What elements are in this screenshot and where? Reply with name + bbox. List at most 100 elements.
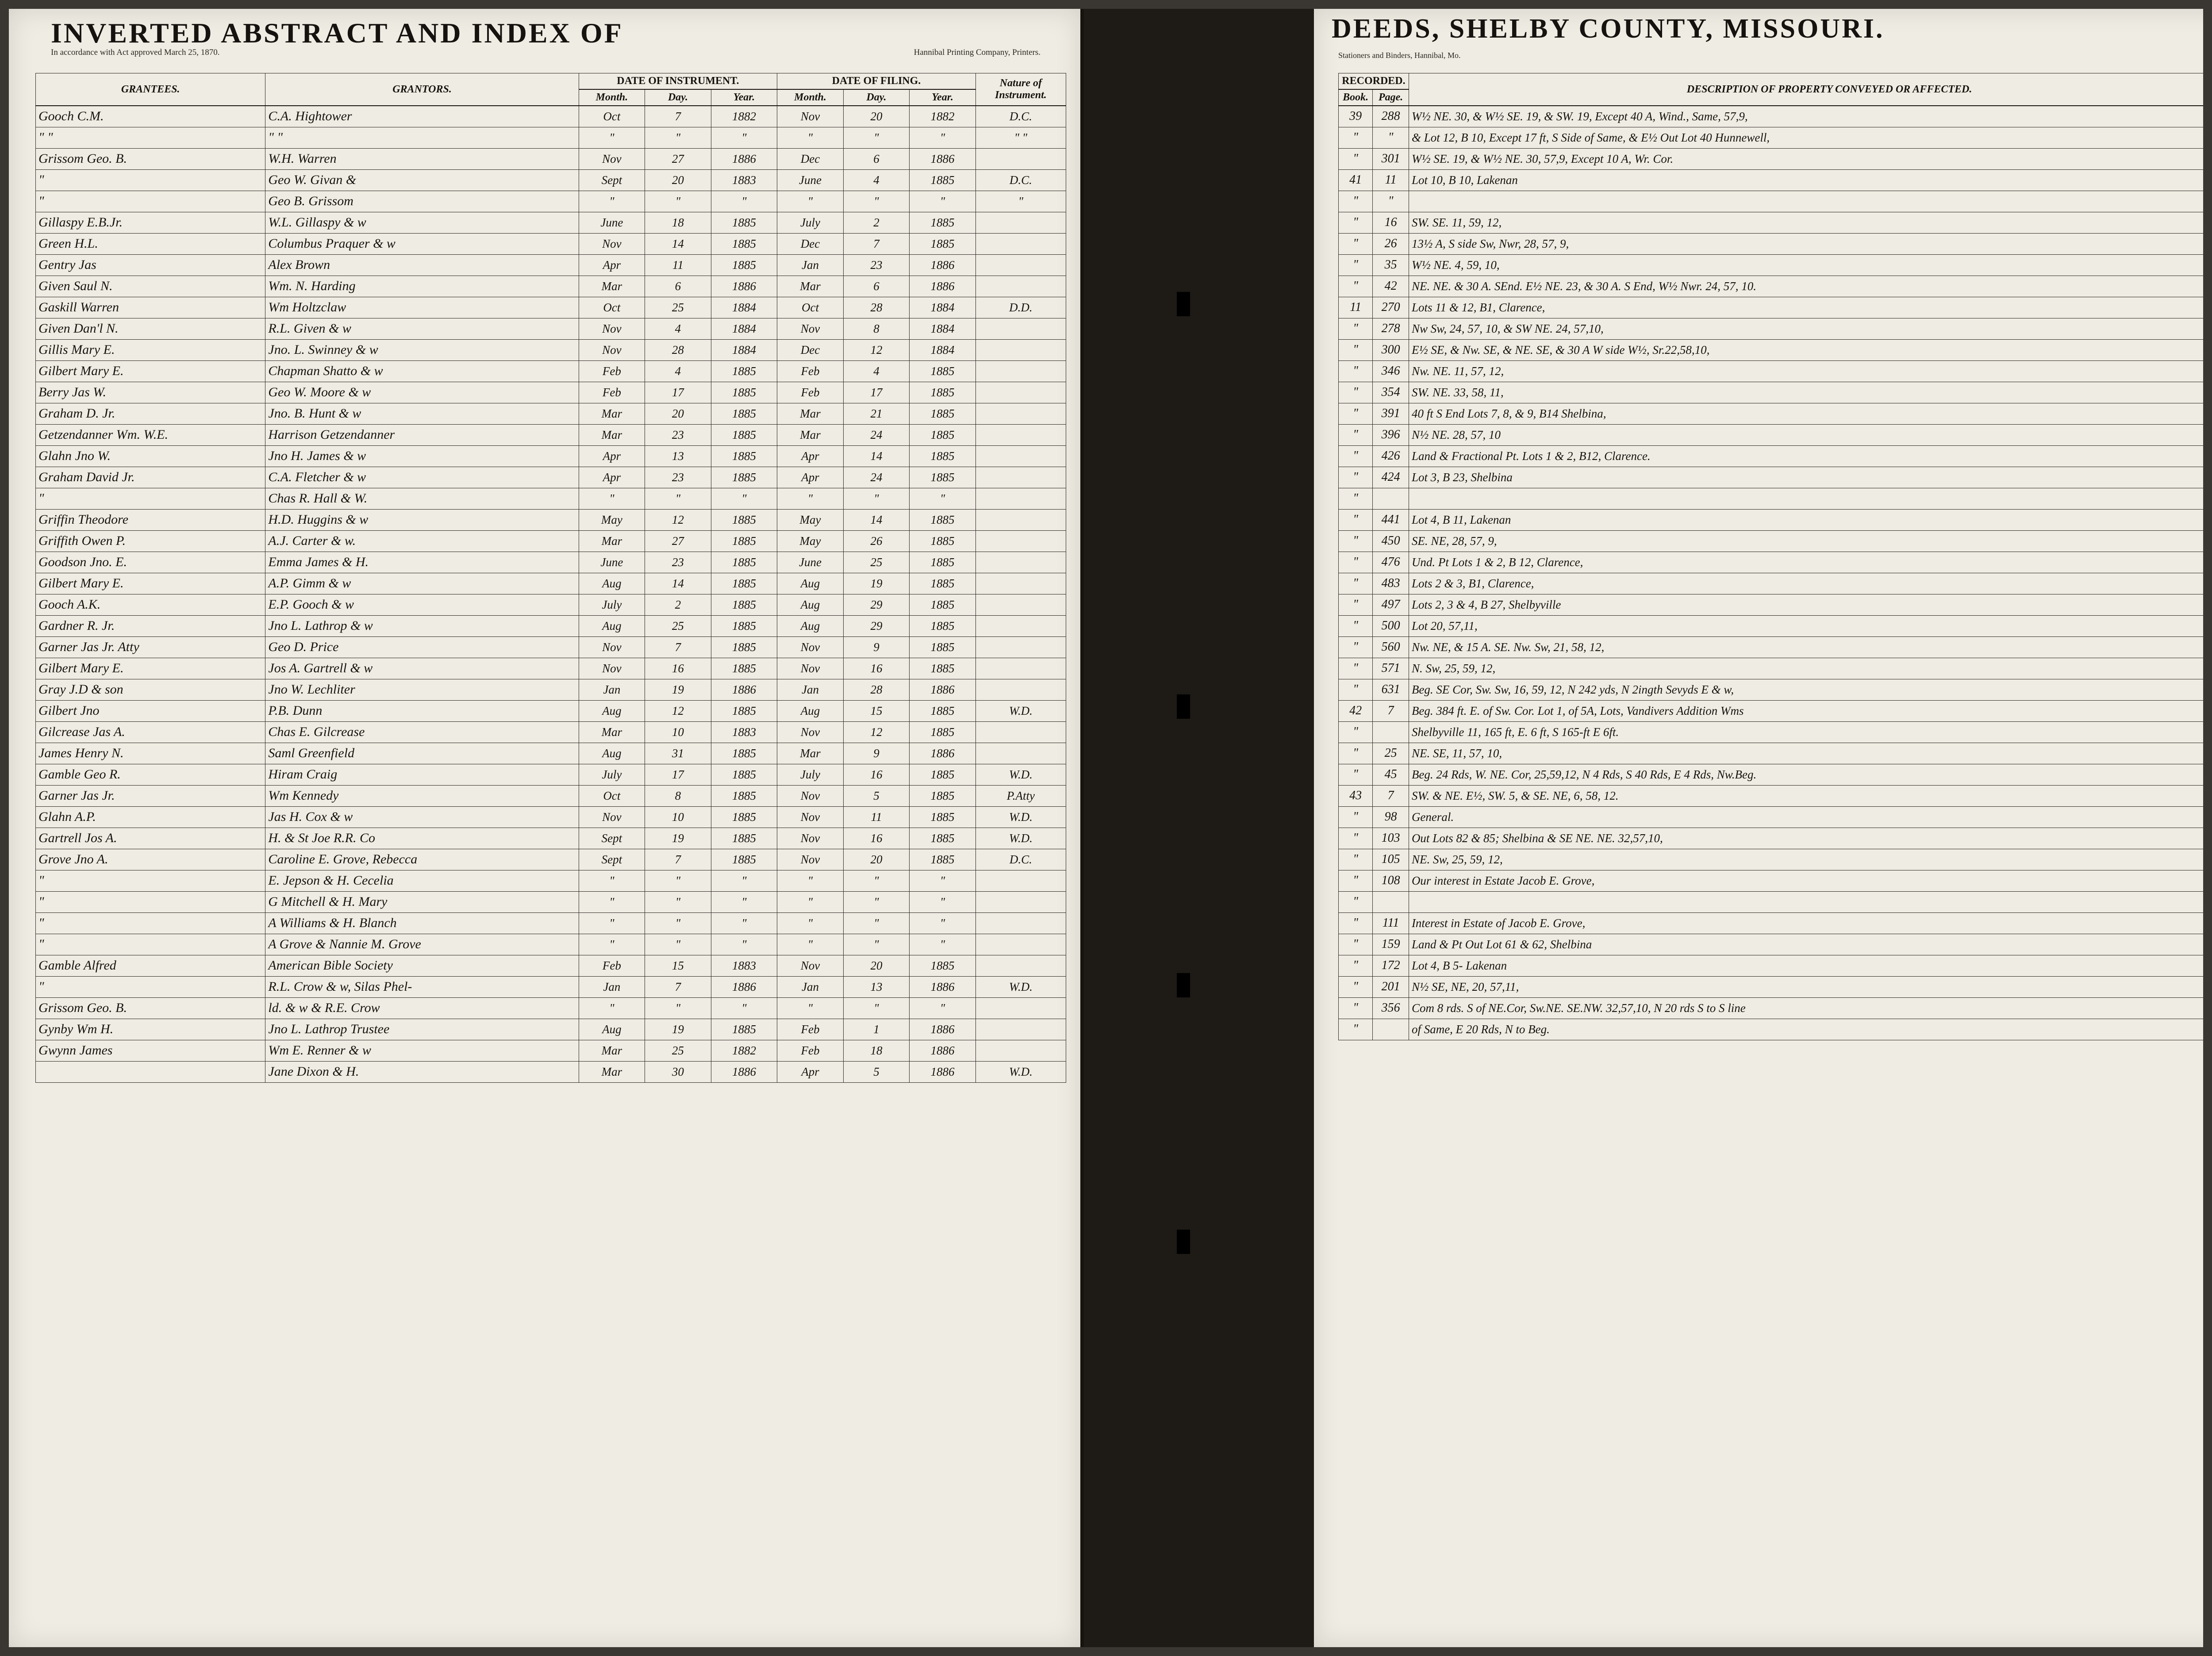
table-row[interactable]: Gentry Jas Alex Brown Apr 11 1885 Jan 23… [36,254,1066,276]
table-row[interactable]: 41 11 Lot 10, B 10, Lakenan [1339,169,2204,191]
table-row[interactable]: Gardner R. Jr. Jno L. Lathrop & w Aug 25… [36,615,1066,636]
table-row[interactable]: Grissom Geo. B. W.H. Warren Nov 27 1886 … [36,148,1066,169]
table-row[interactable]: " 450 SE. NE, 28, 57, 9, [1339,530,2204,552]
table-row[interactable]: Goodson Jno. E. Emma James & H. June 23 … [36,552,1066,573]
table-row[interactable]: " 346 Nw. NE. 11, 57, 12, [1339,360,2204,382]
table-row[interactable]: " of Same, E 20 Rds, N to Beg. [1339,1019,2204,1040]
table-row[interactable]: " 497 Lots 2, 3 & 4, B 27, Shelbyville [1339,594,2204,615]
table-row[interactable]: " [1339,488,2204,509]
table-row[interactable]: " 396 N½ NE. 28, 57, 10 [1339,424,2204,445]
inst-day-cell: 17 [645,382,711,403]
table-row[interactable]: James Henry N. Saml Greenfield Aug 31 18… [36,743,1066,764]
table-row[interactable]: Gilbert Mary E. A.P. Gimm & w Aug 14 188… [36,573,1066,594]
table-row[interactable]: Gillis Mary E. Jno. L. Swinney & w Nov 2… [36,339,1066,360]
table-row[interactable]: Gaskill Warren Wm Holtzclaw Oct 25 1884 … [36,297,1066,318]
table-row[interactable]: " 108 Our interest in Estate Jacob E. Gr… [1339,870,2204,891]
table-row[interactable]: Gilbert Mary E. Chapman Shatto & w Feb 4… [36,360,1066,382]
table-row[interactable]: Green H.L. Columbus Praquer & w Nov 14 1… [36,233,1066,254]
table-row[interactable]: " 278 Nw Sw, 24, 57, 10, & SW NE. 24, 57… [1339,318,2204,339]
table-row[interactable]: Gamble Alfred American Bible Society Feb… [36,955,1066,976]
grantees-index-table[interactable]: GRANTEES. GRANTORS. DATE OF INSTRUMENT. … [35,73,1066,1083]
table-row[interactable]: " A Grove & Nannie M. Grove " " " " " " [36,934,1066,955]
table-row[interactable]: " 201 N½ SE, NE, 20, 57,11, [1339,976,2204,997]
table-row[interactable]: Glahn A.P. Jas H. Cox & w Nov 10 1885 No… [36,806,1066,828]
table-row[interactable]: 42 7 Beg. 384 ft. E. of Sw. Cor. Lot 1, … [1339,700,2204,721]
table-row[interactable]: " 45 Beg. 24 Rds, W. NE. Cor, 25,59,12, … [1339,764,2204,785]
table-row[interactable]: " 560 Nw. NE, & 15 A. SE. Nw. Sw, 21, 58… [1339,636,2204,658]
table-row[interactable]: " 16 SW. SE. 11, 59, 12, [1339,212,2204,233]
table-row[interactable]: Gynby Wm H. Jno L. Lathrop Trustee Aug 1… [36,1019,1066,1040]
table-row[interactable]: Gamble Geo R. Hiram Craig July 17 1885 J… [36,764,1066,785]
table-row[interactable]: " 42 NE. NE. & 30 A. SEnd. E½ NE. 23, & … [1339,276,2204,297]
table-row[interactable]: Griffith Owen P. A.J. Carter & w. Mar 27… [36,530,1066,552]
deeds-description-body[interactable]: 39 288 W½ NE. 30, & W½ SE. 19, & SW. 19,… [1339,106,2204,1040]
table-row[interactable]: " 159 Land & Pt Out Lot 61 & 62, Shelbin… [1339,934,2204,955]
table-row[interactable]: " 500 Lot 20, 57,11, [1339,615,2204,636]
table-row[interactable]: " 354 SW. NE. 33, 58, 11, [1339,382,2204,403]
table-row[interactable]: " " " " " " " " " " " " [36,127,1066,148]
table-row[interactable]: Grove Jno A. Caroline E. Grove, Rebecca … [36,849,1066,870]
table-row[interactable]: " 476 Und. Pt Lots 1 & 2, B 12, Clarence… [1339,552,2204,573]
table-row[interactable]: " 391 40 ft S End Lots 7, 8, & 9, B14 Sh… [1339,403,2204,424]
table-row[interactable]: " 98 General. [1339,806,2204,828]
table-row[interactable]: Gilbert Mary E. Jos A. Gartrell & w Nov … [36,658,1066,679]
table-row[interactable]: " 424 Lot 3, B 23, Shelbina [1339,467,2204,488]
nature-cell [975,934,1066,955]
table-row[interactable]: Given Dan'l N. R.L. Given & w Nov 4 1884… [36,318,1066,339]
table-row[interactable]: " Geo B. Grissom " " " " " " " [36,191,1066,212]
table-row[interactable]: Gwynn James Wm E. Renner & w Mar 25 1882… [36,1040,1066,1061]
table-row[interactable]: Graham David Jr. C.A. Fletcher & w Apr 2… [36,467,1066,488]
table-row[interactable]: " 356 Com 8 rds. S of NE.Cor, Sw.NE. SE.… [1339,997,2204,1019]
table-row[interactable]: " 571 N. Sw, 25, 59, 12, [1339,658,2204,679]
table-row[interactable]: Gilbert Jno P.B. Dunn Aug 12 1885 Aug 15… [36,700,1066,721]
table-row[interactable]: Gillaspy E.B.Jr. W.L. Gillaspy & w June … [36,212,1066,233]
table-row[interactable]: Gartrell Jos A. H. & St Joe R.R. Co Sept… [36,828,1066,849]
table-row[interactable]: " 300 E½ SE, & Nw. SE, & NE. SE, & 30 A … [1339,339,2204,360]
table-row[interactable]: " E. Jepson & H. Cecelia " " " " " " [36,870,1066,891]
table-row[interactable]: " 441 Lot 4, B 11, Lakenan [1339,509,2204,530]
table-row[interactable]: " 426 Land & Fractional Pt. Lots 1 & 2, … [1339,445,2204,467]
table-row[interactable]: Graham D. Jr. Jno. B. Hunt & w Mar 20 18… [36,403,1066,424]
table-row[interactable]: Grissom Geo. B. ld. & w & R.E. Crow " " … [36,997,1066,1019]
table-row[interactable]: Gilcrease Jas A. Chas E. Gilcrease Mar 1… [36,721,1066,743]
table-row[interactable]: " [1339,891,2204,912]
table-row[interactable]: " " & Lot 12, B 10, Except 17 ft, S Side… [1339,127,2204,148]
table-row[interactable]: Gray J.D & son Jno W. Lechliter Jan 19 1… [36,679,1066,700]
table-row[interactable]: Garner Jas Jr. Wm Kennedy Oct 8 1885 Nov… [36,785,1066,806]
table-row[interactable]: Glahn Jno W. Jno H. James & w Apr 13 188… [36,445,1066,467]
grantees-index-body[interactable]: Gooch C.M. C.A. Hightower Oct 7 1882 Nov… [36,106,1066,1082]
table-row[interactable]: 39 288 W½ NE. 30, & W½ SE. 19, & SW. 19,… [1339,106,2204,127]
table-row[interactable]: 11 270 Lots 11 & 12, B1, Clarence, [1339,297,2204,318]
table-row[interactable]: Given Saul N. Wm. N. Harding Mar 6 1886 … [36,276,1066,297]
table-row[interactable]: Gooch A.K. E.P. Gooch & w July 2 1885 Au… [36,594,1066,615]
table-row[interactable]: Garner Jas Jr. Atty Geo D. Price Nov 7 1… [36,636,1066,658]
table-row[interactable]: " G Mitchell & H. Mary " " " " " " [36,891,1066,912]
filing-day-cell: 17 [843,382,910,403]
table-row[interactable]: Jane Dixon & H. Mar 30 1886 Apr 5 1886 W… [36,1061,1066,1082]
table-row[interactable]: " 483 Lots 2 & 3, B1, Clarence, [1339,573,2204,594]
table-row[interactable]: Berry Jas W. Geo W. Moore & w Feb 17 188… [36,382,1066,403]
table-row[interactable]: " R.L. Crow & w, Silas Phel- Jan 7 1886 … [36,976,1066,997]
table-row[interactable]: 43 7 SW. & NE. E½, SW. 5, & SE. NE, 6, 5… [1339,785,2204,806]
grantee-cell: " [36,870,265,891]
table-row[interactable]: " 301 W½ SE. 19, & W½ NE. 30, 57,9, Exce… [1339,148,2204,169]
table-row[interactable]: " Geo W. Givan & Sept 20 1883 June 4 188… [36,169,1066,191]
table-row[interactable]: " 103 Out Lots 82 & 85; Shelbina & SE NE… [1339,828,2204,849]
table-row[interactable]: " Chas R. Hall & W. " " " " " " [36,488,1066,509]
table-row[interactable]: Getzendanner Wm. W.E. Harrison Getzendan… [36,424,1066,445]
deeds-description-table[interactable]: RECORDED. DESCRIPTION OF PROPERTY CONVEY… [1338,73,2203,1040]
table-row[interactable]: Griffin Theodore H.D. Huggins & w May 12… [36,509,1066,530]
book-cell: " [1339,870,1373,891]
table-row[interactable]: " " [1339,191,2204,212]
table-row[interactable]: " 26 13½ A, S side Sw, Nwr, 28, 57, 9, [1339,233,2204,254]
table-row[interactable]: Gooch C.M. C.A. Hightower Oct 7 1882 Nov… [36,106,1066,127]
inst-year-cell: 1885 [711,573,777,594]
table-row[interactable]: " 172 Lot 4, B 5- Lakenan [1339,955,2204,976]
table-row[interactable]: " Shelbyville 11, 165 ft, E. 6 ft, S 165… [1339,721,2204,743]
table-row[interactable]: " 105 NE. Sw, 25, 59, 12, [1339,849,2204,870]
table-row[interactable]: " 25 NE. SE, 11, 57, 10, [1339,743,2204,764]
table-row[interactable]: " 35 W½ NE. 4, 59, 10, [1339,254,2204,276]
table-row[interactable]: " 111 Interest in Estate of Jacob E. Gro… [1339,912,2204,934]
table-row[interactable]: " A Williams & H. Blanch " " " " " " [36,912,1066,934]
table-row[interactable]: " 631 Beg. SE Cor, Sw. Sw, 16, 59, 12, N… [1339,679,2204,700]
